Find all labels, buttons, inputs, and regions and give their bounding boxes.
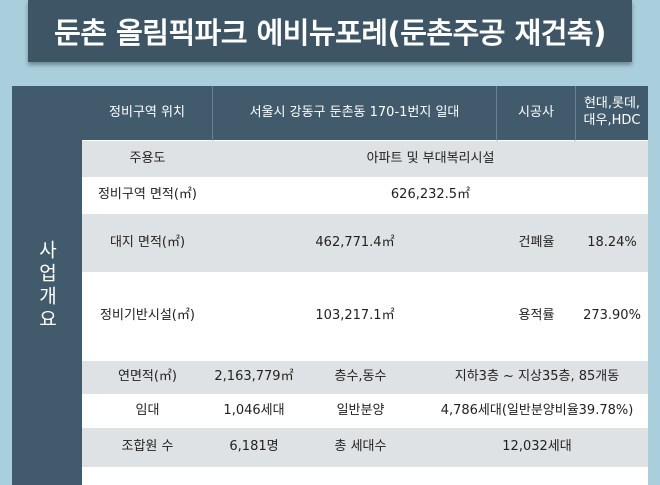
side-label: 사업개요 [35, 239, 58, 332]
gfa-value: 2,163,779㎡ [213, 361, 295, 395]
site-area-label: 대지 면적(㎡) [82, 214, 213, 273]
overview-grid: 정비구역 위치 서울시 강동구 둔촌동 170-1번지 일대 시공사 현대,롯데… [82, 86, 648, 485]
members-label: 조합원 수 [82, 428, 213, 468]
zone-area-label: 정비구역 면적(㎡) [82, 178, 213, 214]
zone-area-value: 626,232.5㎡ [213, 178, 648, 214]
general-sale-value: 4,786세대(일반분양비율39.78%) [426, 395, 648, 428]
general-sale-label: 일반분양 [295, 395, 426, 428]
gfa-label: 연면적(㎡) [82, 361, 213, 395]
coverage-value: 18.24% [576, 214, 648, 273]
title-banner: 둔촌 올림픽파크 에비뉴포레(둔촌주공 재건축) [28, 0, 632, 62]
rental-label: 임대 [82, 395, 213, 428]
far-value: 273.90% [576, 273, 648, 361]
infra-value: 103,217.1㎡ [213, 273, 497, 361]
total-units-label: 총 세대수 [295, 428, 426, 468]
rental-value: 1,046세대 [213, 395, 295, 428]
coverage-label: 건폐율 [497, 214, 576, 273]
page-title: 둔촌 올림픽파크 에비뉴포레(둔촌주공 재건축) [54, 16, 606, 50]
side-label-panel: 사업개요 [12, 86, 82, 485]
infra-label: 정비기반시설(㎡) [82, 273, 213, 361]
location-value: 서울시 강동구 둔촌동 170-1번지 일대 [213, 86, 497, 141]
usage-value: 아파트 및 부대복리시설 [213, 141, 648, 178]
usage-label: 주용도 [82, 141, 213, 178]
members-value: 6,181명 [213, 428, 295, 468]
location-label: 정비구역 위치 [82, 86, 213, 141]
builder-value: 현대,롯데, 대우,HDC [576, 86, 648, 141]
floors-value: 지하3층 ~ 지상35층, 85개동 [426, 361, 648, 395]
floors-label: 층수,동수 [295, 361, 426, 395]
overview-table-card: 사업개요 정비구역 위치 서울시 강동구 둔촌동 170-1번지 일대 시공사 … [12, 86, 648, 485]
total-units-value: 12,032세대 [426, 428, 648, 468]
far-label: 용적률 [497, 273, 576, 361]
builder-label: 시공사 [497, 86, 576, 141]
site-area-value: 462,771.4㎡ [213, 214, 497, 273]
